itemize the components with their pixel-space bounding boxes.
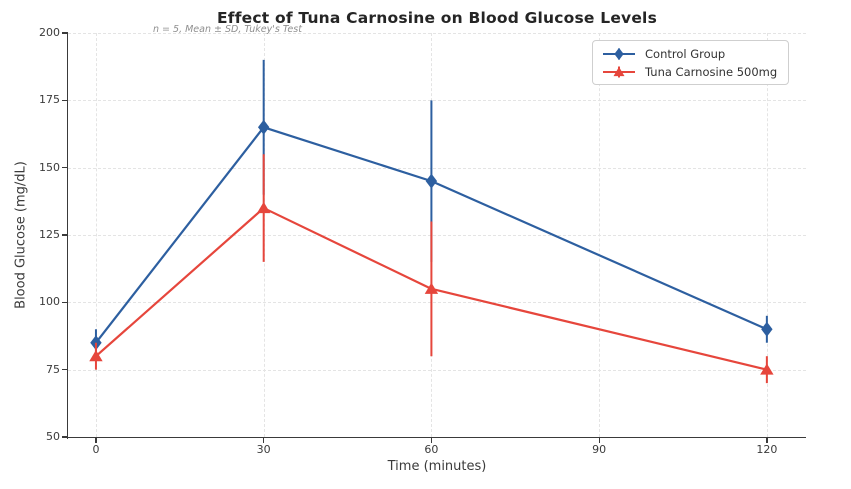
- legend-item-tuna-carnosine-500mg: Tuna Carnosine 500mg: [601, 63, 777, 80]
- legend-marker-triangle-icon: [603, 66, 635, 77]
- x-tick-120: [766, 438, 768, 443]
- x-tick-60: [430, 438, 433, 443]
- y-tick-175: [62, 99, 67, 102]
- marker-tuna-carnosine-500mg-t120: [760, 363, 774, 375]
- x-axis-label: Time (minutes): [387, 459, 487, 474]
- series-tuna-carnosine-500mg: [89, 154, 774, 384]
- y-tick-label-50: 50: [46, 430, 60, 443]
- y-tick-150: [62, 167, 67, 169]
- x-tick-label-90: 90: [592, 443, 607, 456]
- gridline-y-125: [68, 235, 806, 236]
- y-tick-75: [62, 369, 67, 371]
- marker-control-group-t120: [761, 321, 773, 337]
- y-tick-label-200: 200: [39, 26, 60, 39]
- legend-item-control-group: Control Group: [601, 45, 777, 62]
- series-line-tuna-carnosine-500mg: [95, 206, 768, 371]
- gridline-x-0: [95, 33, 97, 437]
- gridline-y-100: [68, 302, 806, 304]
- x-tick-90: [598, 438, 600, 443]
- y-tick-label-150: 150: [39, 160, 60, 174]
- x-axis-spine: [66, 437, 806, 439]
- plot-area: [68, 33, 806, 437]
- series-layer: [89, 59, 774, 384]
- y-axis-label: Blood Glucose (mg/dL): [13, 161, 29, 309]
- y-tick-label-100: 100: [39, 295, 60, 309]
- y-tick-label-75: 75: [46, 362, 60, 376]
- legend: Control Group Tuna Carnosine 500mg: [592, 40, 790, 85]
- y-tick-200: [62, 32, 67, 34]
- legend-label-control-group: Control Group: [645, 46, 726, 61]
- series-line-control-group: [95, 126, 768, 344]
- gridline-y-175: [68, 100, 806, 102]
- gridline-x-120: [766, 33, 768, 437]
- x-tick-30: [263, 438, 265, 443]
- gridline-y-75: [68, 369, 806, 371]
- chart-subtitle: n = 5, Mean ± SD, Tukey's Test: [153, 24, 302, 35]
- marker-tuna-carnosine-500mg-t0: [89, 350, 103, 362]
- y-tick-100: [62, 301, 67, 304]
- legend-marker-diamond-icon: [603, 47, 635, 60]
- marker-tuna-carnosine-500mg-t60: [424, 282, 439, 294]
- marker-tuna-carnosine-500mg-t30: [256, 201, 271, 214]
- y-tick-50: [62, 436, 67, 438]
- gridline-y-200: [68, 33, 806, 34]
- gridline-x-90: [599, 33, 601, 437]
- legend-label-tuna-carnosine-500mg: Tuna Carnosine 500mg: [645, 64, 778, 79]
- x-tick-0: [95, 438, 97, 443]
- y-tick-label-125: 125: [39, 228, 60, 241]
- gridline-y-150: [68, 167, 806, 169]
- x-tick-label-0: 0: [92, 443, 100, 456]
- y-axis-spine: [66, 32, 68, 439]
- x-tick-label-120: 120: [756, 443, 778, 456]
- marker-control-group-t30: [257, 119, 270, 135]
- x-tick-label-30: 30: [256, 443, 271, 456]
- y-tick-label-175: 175: [39, 93, 60, 107]
- chart-title: Effect of Tuna Carnosine on Blood Glucos…: [217, 9, 657, 27]
- x-tick-label-60: 60: [424, 443, 439, 456]
- y-tick-125: [62, 234, 67, 236]
- marker-control-group-t60: [425, 173, 438, 189]
